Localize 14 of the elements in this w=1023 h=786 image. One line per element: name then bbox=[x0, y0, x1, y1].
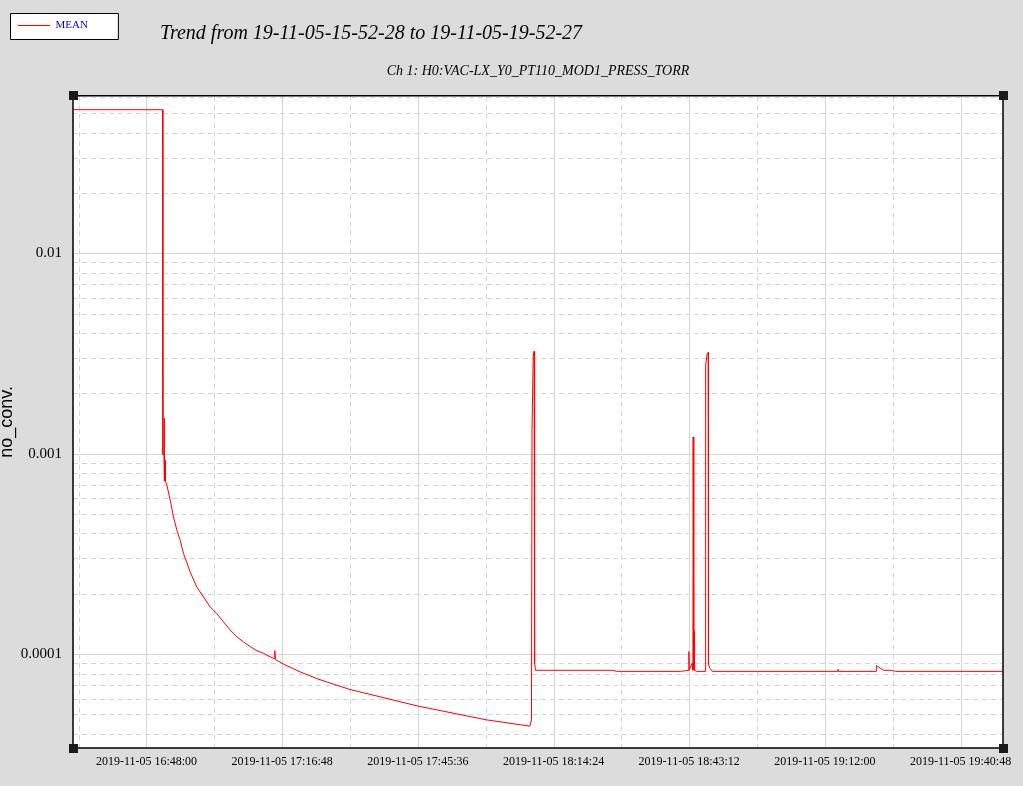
y-tick-label: 0.01 bbox=[35, 244, 62, 261]
x-tick-label: 2019-11-05 19:12:00 bbox=[774, 754, 876, 769]
y-tick-label: 0.001 bbox=[28, 444, 62, 461]
x-tick-label: 2019-11-05 17:45:36 bbox=[367, 754, 469, 769]
legend-label: MEAN bbox=[55, 18, 88, 31]
x-tick-label: 2019-11-05 19:40:48 bbox=[909, 754, 1012, 769]
y-axis-title: no_conv. bbox=[0, 386, 17, 458]
x-tick-label: 2019-11-05 18:14:24 bbox=[502, 754, 605, 769]
x-tick-label: 2019-11-05 18:43:12 bbox=[638, 754, 740, 769]
y-tick-label: 0.0001 bbox=[20, 645, 62, 662]
x-tick-label: 2019-11-05 16:48:00 bbox=[95, 754, 198, 769]
chart-title: Trend from 19-11-05-15-52-28 to 19-11-05-19-52-27 bbox=[159, 21, 584, 44]
chart-subtitle: Ch 1: H0:VAC-LX_Y0_PT110_MOD1_PRESS_TORR bbox=[386, 63, 690, 79]
x-tick-label: 2019-11-05 17:16:48 bbox=[231, 754, 333, 769]
